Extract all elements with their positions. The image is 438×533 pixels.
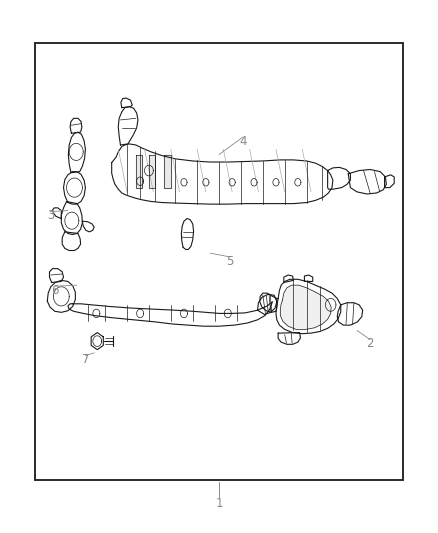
Text: 5: 5 — [226, 255, 233, 268]
Polygon shape — [284, 275, 293, 282]
Polygon shape — [47, 280, 75, 312]
Polygon shape — [49, 269, 64, 282]
Polygon shape — [53, 208, 61, 219]
Polygon shape — [118, 107, 138, 145]
Polygon shape — [328, 167, 350, 189]
Polygon shape — [68, 132, 85, 173]
Bar — [35, 43, 403, 480]
Polygon shape — [82, 221, 94, 232]
Polygon shape — [280, 285, 331, 329]
Text: 3: 3 — [47, 209, 54, 222]
Polygon shape — [64, 172, 85, 204]
Text: 6: 6 — [51, 284, 59, 297]
Polygon shape — [91, 333, 103, 350]
Polygon shape — [276, 279, 341, 334]
Polygon shape — [260, 293, 277, 312]
Text: 7: 7 — [81, 353, 89, 366]
Polygon shape — [258, 294, 277, 314]
Polygon shape — [278, 333, 300, 344]
Polygon shape — [337, 303, 363, 325]
Polygon shape — [61, 201, 82, 235]
Polygon shape — [112, 144, 333, 204]
Polygon shape — [149, 155, 155, 188]
Text: 1: 1 — [215, 497, 223, 510]
Polygon shape — [121, 98, 132, 108]
Polygon shape — [70, 118, 82, 133]
Polygon shape — [164, 155, 171, 188]
Polygon shape — [62, 232, 81, 251]
Polygon shape — [348, 169, 386, 194]
Text: 2: 2 — [366, 337, 374, 350]
Text: 4: 4 — [239, 135, 247, 148]
Polygon shape — [136, 155, 142, 188]
Polygon shape — [304, 275, 313, 281]
Polygon shape — [68, 302, 272, 326]
Polygon shape — [385, 175, 394, 188]
Polygon shape — [181, 219, 194, 249]
